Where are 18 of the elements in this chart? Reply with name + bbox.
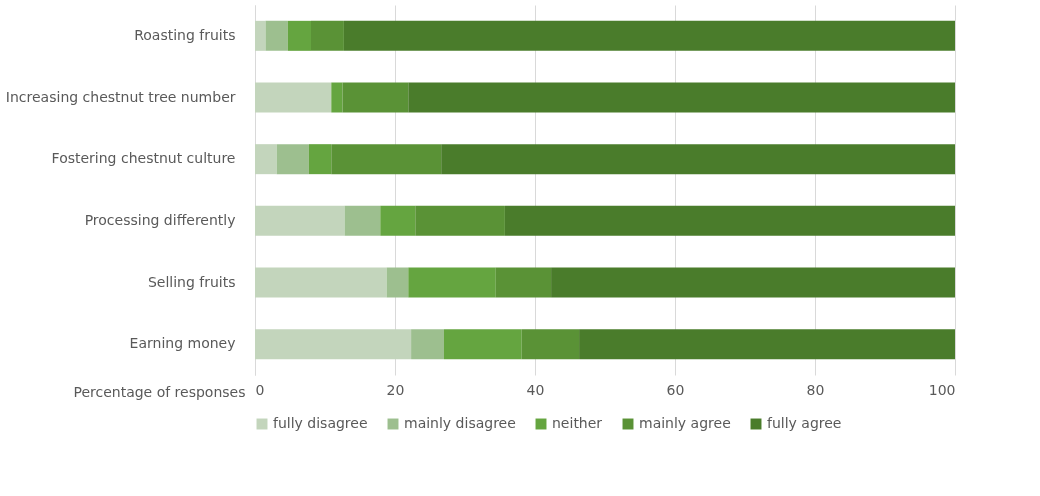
legend-label: fully disagree (273, 415, 368, 431)
x-tick-label: 80 (806, 381, 825, 398)
y-tick-label: Selling fruits (147, 273, 236, 290)
x-tick-label: 60 (666, 381, 685, 398)
x-tick-label: 20 (386, 381, 405, 398)
x-tick-label: 0 (255, 381, 265, 398)
y-tick-label: Processing differently (84, 211, 236, 228)
x-tick-label: 40 (526, 381, 545, 398)
x-axis-title: Percentage of responses (73, 383, 246, 400)
y-tick-label: Earning money (129, 335, 236, 352)
x-tick-label: 100 (928, 381, 956, 398)
legend-label: neither (552, 415, 603, 431)
legend-label: mainly agree (639, 415, 731, 431)
legend-label: mainly disagree (404, 415, 516, 431)
y-tick-label: Increasing chestnut tree number (5, 88, 236, 105)
y-tick-label: Fostering chestnut culture (51, 150, 236, 167)
y-tick-label: Roasting fruits (134, 26, 236, 43)
legend-label: fully agree (767, 415, 842, 431)
